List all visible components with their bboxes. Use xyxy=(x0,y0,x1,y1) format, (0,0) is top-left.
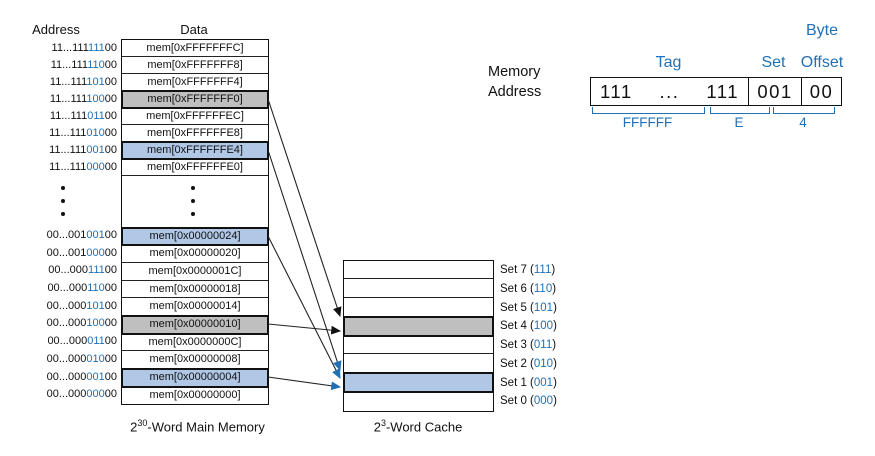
tag-hex-value: FFFFFF xyxy=(622,115,673,130)
offset-field-label: Offset xyxy=(800,54,844,71)
binary-address: 00...00011000 xyxy=(47,282,117,295)
memory-data-cell: mem[0xFFFFFFE4] xyxy=(121,140,269,160)
memory-address-list-low: 00...00100100 00...00100000 00...00011100 0… xyxy=(0,227,117,404)
binary-address: 11...11110100 xyxy=(49,76,117,88)
mid-hex-value: E xyxy=(734,115,744,130)
binary-address: 00...00010000 xyxy=(46,317,117,330)
arrow-00000004-to-set1 xyxy=(267,376,342,391)
low-hex-brace xyxy=(773,107,835,114)
cache-set-row xyxy=(344,354,493,373)
mid-hex-brace xyxy=(710,107,770,114)
cache-set-labels: Set 7 (111) Set 6 (110) Set 5 (101) Set 4 (… xyxy=(500,261,557,411)
address-ellipsis xyxy=(61,181,65,220)
memory-data-cell: mem[0x00000018] xyxy=(122,280,268,299)
cache-set-row xyxy=(344,391,493,411)
memory-data-cell: mem[0x00000008] xyxy=(122,351,268,369)
memory-address-label: Memory Address xyxy=(488,64,542,100)
cache-set-label: Set 3 (011) xyxy=(500,339,557,351)
memory-address-box: 111 ... 111 001 00 xyxy=(590,77,842,106)
memory-data-cell: mem[0x00000014] xyxy=(122,298,268,316)
cache-set-row xyxy=(343,315,494,337)
cache-set-label: Set 5 (101) xyxy=(500,301,557,314)
binary-address: 11...11101000 xyxy=(49,127,117,139)
cache-set-row xyxy=(344,279,493,298)
data-ellipsis xyxy=(191,181,195,220)
binary-address: 11...11100100 xyxy=(49,144,117,156)
memory-data-cell: mem[0x00000004] xyxy=(121,368,269,388)
cache-set-label: Set 6 (110) xyxy=(500,282,557,295)
memory-data-cell: mem[0xFFFFFFE8] xyxy=(122,124,268,142)
memory-data-cell: mem[0x0000000C] xyxy=(122,333,268,352)
cache-set-label: Set 1 (001) xyxy=(500,376,557,389)
arrow-fffffff0-to-set4 xyxy=(267,98,342,318)
cache-set-row xyxy=(344,260,493,280)
binary-address: 00...00100000 xyxy=(46,246,117,259)
binary-address: 11...11100000 xyxy=(49,161,117,173)
tag-field-label: Tag xyxy=(655,54,682,71)
set-bits-cell: 001 xyxy=(748,78,801,105)
set-field-label: Set xyxy=(761,54,786,71)
byte-field-label: Byte xyxy=(805,22,838,39)
memory-data-cell: mem[0x00000024] xyxy=(121,226,269,247)
memory-data-cell: mem[0x00000020] xyxy=(122,245,268,263)
memory-data-cell: mem[0xFFFFFFFC] xyxy=(122,39,268,57)
memory-address-list-high: 11...11111100 11...11111000 11...11110100 1… xyxy=(0,40,117,176)
cache-caption: 23-Word Cache xyxy=(373,418,463,435)
cache-set-label: Set 7 (111) xyxy=(500,264,556,276)
address-column-header: Address xyxy=(32,22,80,37)
binary-address: 11...11111100 xyxy=(51,42,117,54)
binary-address: 00...00011100 xyxy=(48,264,117,277)
memory-data-cell: mem[0x00000000] xyxy=(122,386,268,405)
binary-address: 00...00001000 xyxy=(46,352,117,365)
memory-data-cell: mem[0xFFFFFFE0] xyxy=(122,158,268,176)
arrow-ffffffe4-to-set1 xyxy=(267,149,342,372)
cache-set-label: Set 2 (010) xyxy=(500,357,557,370)
cache-set-row xyxy=(343,372,494,393)
arrow-00000024-to-set1 xyxy=(267,235,341,379)
memory-data-cell: mem[0xFFFFFFF4] xyxy=(122,73,268,91)
main-memory-caption: 230-Word Main Memory xyxy=(130,418,265,435)
data-column-header: Data xyxy=(180,22,208,37)
memory-data-cell: mem[0xFFFFFFEC] xyxy=(122,107,268,125)
main-memory-table: mem[0xFFFFFFFC] mem[0xFFFFFFF8] mem[0xFFFF… xyxy=(121,38,269,406)
memory-data-cell: mem[0xFFFFFFF0] xyxy=(121,89,269,109)
cache-set-label: Set 0 (000) xyxy=(500,395,557,408)
binary-address: 00...00010100 xyxy=(46,299,117,312)
cache-table xyxy=(343,259,494,412)
memory-data-cell: mem[0x0000001C] xyxy=(122,262,268,281)
cache-set-row xyxy=(344,298,493,317)
binary-address: 11...11101100 xyxy=(49,110,117,122)
binary-address: 11...11111000 xyxy=(50,59,117,71)
binary-address: 00...00000100 xyxy=(46,370,117,383)
memory-gap xyxy=(122,175,268,228)
tag-hex-brace xyxy=(592,107,705,114)
low-hex-value: 4 xyxy=(799,115,807,130)
offset-bits-cell: 00 xyxy=(801,78,841,105)
cache-set-label: Set 4 (100) xyxy=(500,320,557,333)
tag-bits-cell: 111 ... 111 xyxy=(600,80,739,102)
binary-address: 00...00001100 xyxy=(47,335,117,348)
memory-data-cell: mem[0x00000010] xyxy=(121,314,269,335)
binary-address: 00...00000000 xyxy=(46,388,117,401)
memory-data-cell: mem[0xFFFFFFF8] xyxy=(122,56,268,74)
binary-address: 00...00100100 xyxy=(46,229,117,241)
binary-address: 11...11110000 xyxy=(49,93,117,105)
arrow-00000010-to-set4 xyxy=(267,323,342,335)
cache-set-row xyxy=(344,335,493,355)
